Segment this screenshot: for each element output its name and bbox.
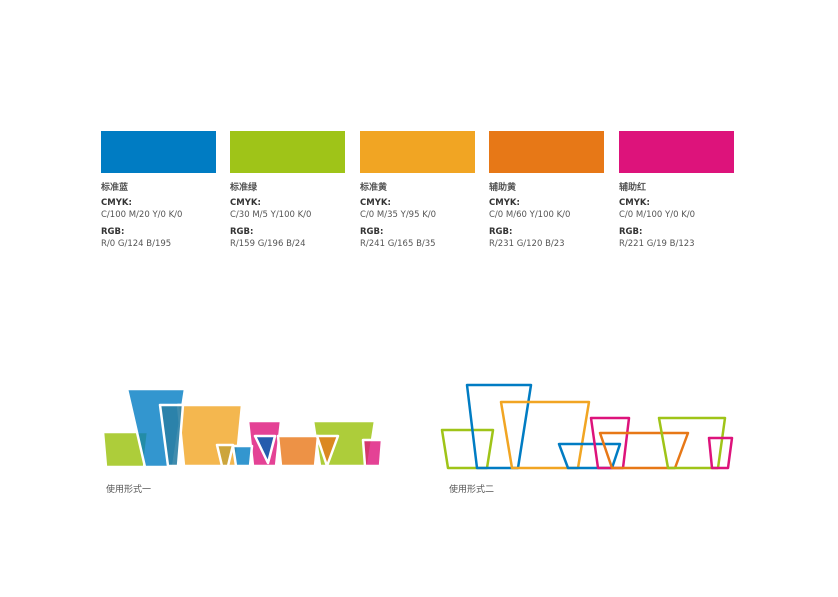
rgb-label: RGB: [360,227,384,237]
swatch-name: 标准蓝 [101,183,129,193]
cmyk-label: CMYK: [101,198,132,208]
cmyk-value: C/0 M/100 Y/0 K/0 [619,210,696,220]
logo-shape [315,434,340,468]
color-block [101,131,216,173]
usage-form-2-caption: 使用形式二 [449,485,495,495]
swatch: 辅助红 CMYK: C/0 M/100 Y/0 K/0 RGB: R/221 G… [619,131,734,252]
logo-shape [276,434,320,468]
logo-shape [215,443,235,468]
swatch: 辅助黄 CMYK: C/0 M/60 Y/100 K/0 RGB: R/231 … [489,131,604,252]
cmyk-label: CMYK: [360,198,391,208]
rgb-label: RGB: [230,227,254,237]
rgb-value: R/231 G/120 B/23 [489,239,565,249]
cmyk-value: C/100 M/20 Y/0 K/0 [101,210,183,220]
logo-shape [440,428,495,470]
swatch-name: 标准黄 [360,183,388,193]
usage-form-1-caption: 使用形式一 [106,485,152,495]
rgb-label: RGB: [101,227,125,237]
cmyk-label: CMYK: [230,198,261,208]
rgb-label: RGB: [619,227,643,237]
logo-shape [253,434,277,465]
cmyk-label: CMYK: [619,198,650,208]
logo-shape [707,436,734,470]
rgb-label: RGB: [489,227,513,237]
logo-shape [657,416,727,470]
logo-shape [361,438,384,468]
logo-shape [465,383,533,470]
rgb-value: R/159 G/196 B/24 [230,239,306,249]
color-block [489,131,604,173]
color-block [360,131,475,173]
color-block [230,131,345,173]
rgb-value: R/221 G/19 B/123 [619,239,695,249]
cmyk-value: C/30 M/5 Y/100 K/0 [230,210,312,220]
swatch-name: 辅助黄 [489,183,517,193]
swatch-name: 辅助红 [619,183,647,193]
logo-shape [499,400,591,470]
swatch: 标准绿 CMYK: C/30 M/5 Y/100 K/0 RGB: R/159 … [230,131,345,252]
cmyk-value: C/0 M/60 Y/100 K/0 [489,210,571,220]
cmyk-label: CMYK: [489,198,520,208]
swatch: 标准蓝 CMYK: C/100 M/20 Y/0 K/0 RGB: R/0 G/… [101,131,216,252]
logo-shape [231,444,254,468]
swatch-name: 标准绿 [230,183,258,193]
usage-form-2-graphic [440,383,734,470]
cmyk-value: C/0 M/35 Y/95 K/0 [360,210,437,220]
swatch: 标准黄 CMYK: C/0 M/35 Y/95 K/0 RGB: R/241 G… [360,131,475,252]
logo-shape [176,403,244,468]
color-block [619,131,734,173]
rgb-value: R/0 G/124 B/195 [101,239,172,249]
usage-form-1-graphic [101,387,384,469]
logo-shape [158,403,185,468]
rgb-value: R/241 G/165 B/35 [360,239,436,249]
